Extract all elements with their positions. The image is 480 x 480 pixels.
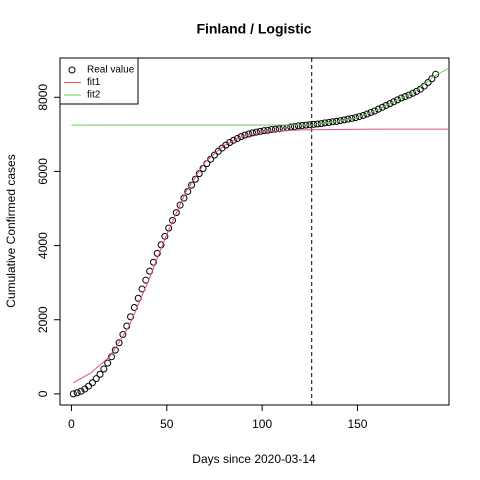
point — [88, 379, 96, 387]
point — [92, 375, 100, 383]
fit-line — [71, 67, 450, 126]
x-tick-label: 100 — [252, 417, 272, 431]
point — [355, 113, 363, 121]
point — [96, 370, 104, 378]
point — [378, 103, 386, 111]
point — [123, 322, 131, 330]
point — [256, 127, 264, 135]
point — [260, 127, 268, 135]
point — [294, 122, 302, 130]
point — [115, 339, 123, 347]
point — [169, 216, 177, 224]
point — [367, 108, 375, 116]
point — [275, 125, 283, 133]
point — [424, 78, 432, 86]
point — [230, 136, 238, 144]
point — [264, 126, 272, 134]
point — [298, 121, 306, 129]
point — [363, 110, 371, 118]
legend-box — [59, 57, 139, 105]
point — [104, 359, 112, 367]
point — [252, 128, 260, 136]
point — [359, 111, 367, 119]
point — [176, 201, 184, 209]
point — [233, 134, 241, 142]
y-tick-label: 4000 — [36, 232, 50, 259]
legend-label: fit2 — [87, 90, 101, 101]
point — [382, 101, 390, 109]
point — [172, 209, 180, 217]
legend-symbol — [68, 66, 76, 74]
point — [394, 96, 402, 104]
point — [291, 123, 299, 131]
point — [119, 331, 127, 339]
x-tick-label: 50 — [160, 417, 174, 431]
legend-label: Real value — [87, 65, 135, 76]
fit-line — [73, 128, 450, 384]
point — [390, 98, 398, 106]
point — [397, 94, 405, 102]
point — [77, 387, 85, 395]
point — [73, 389, 81, 397]
point — [374, 105, 382, 113]
y-axis-label: Cumulative Confirmed cases — [4, 154, 18, 307]
x-tick-label: 0 — [68, 417, 75, 431]
point — [210, 151, 218, 159]
point — [409, 89, 417, 97]
point — [249, 129, 257, 137]
point — [271, 125, 279, 133]
point — [69, 390, 77, 398]
point — [428, 75, 436, 83]
chart-title: Finland / Logistic — [196, 21, 311, 37]
x-tick-label: 150 — [347, 417, 367, 431]
point — [100, 365, 108, 373]
point — [153, 249, 161, 257]
point — [149, 258, 157, 266]
y-tick-label: 6000 — [36, 158, 50, 185]
y-tick-label: 0 — [36, 390, 50, 397]
point — [413, 87, 421, 95]
x-axis-label: Days since 2020-03-14 — [192, 452, 316, 466]
point — [401, 93, 409, 101]
point — [371, 107, 379, 115]
point — [268, 126, 276, 134]
y-tick-label: 8000 — [36, 84, 50, 111]
point — [405, 91, 413, 99]
point — [226, 139, 234, 147]
y-tick-label: 2000 — [36, 306, 50, 333]
point — [237, 133, 245, 141]
point — [386, 100, 394, 108]
legend-label: fit1 — [87, 77, 101, 88]
